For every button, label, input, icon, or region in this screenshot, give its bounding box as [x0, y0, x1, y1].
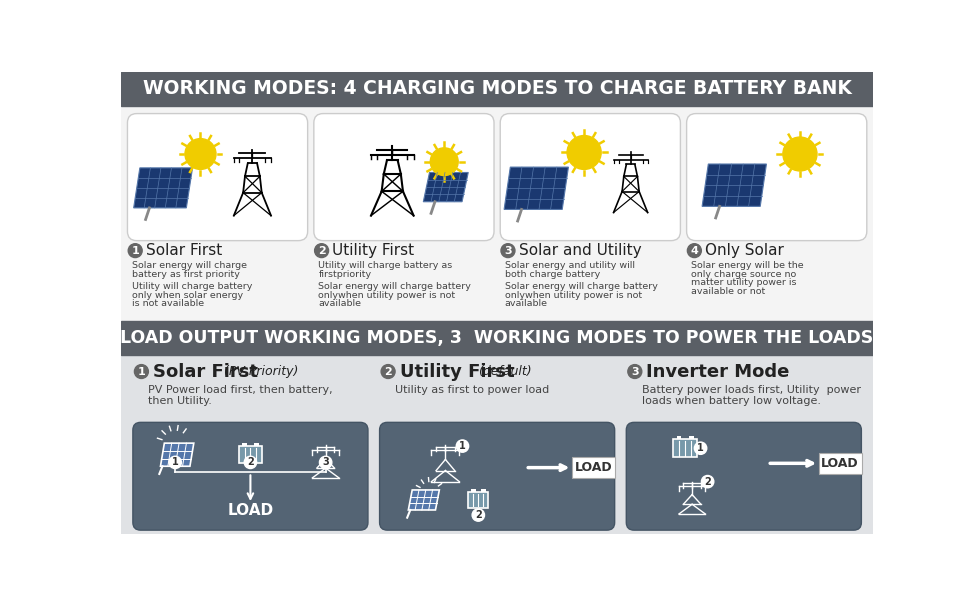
Text: both charge battery: both charge battery — [504, 270, 600, 279]
Circle shape — [430, 148, 457, 176]
Text: Solar energy will charge battery: Solar energy will charge battery — [504, 282, 657, 291]
Text: Solar energy will charge: Solar energy will charge — [132, 262, 247, 271]
Text: onlywhen utility power is not: onlywhen utility power is not — [318, 290, 455, 299]
Circle shape — [472, 509, 484, 521]
Text: Utility First: Utility First — [332, 243, 414, 258]
Bar — [688, 436, 693, 439]
Text: LOAD OUTPUT WORKING MODES, 3  WORKING MODES TO POWER THE LOADS: LOAD OUTPUT WORKING MODES, 3 WORKING MOD… — [120, 329, 873, 347]
Text: 2: 2 — [475, 510, 482, 520]
Text: Solar and Utility: Solar and Utility — [518, 243, 641, 258]
Text: then Utility.: then Utility. — [148, 396, 212, 406]
Text: 1: 1 — [458, 441, 465, 451]
Text: only charge source no: only charge source no — [691, 270, 796, 279]
Polygon shape — [408, 490, 439, 510]
Text: Solar First: Solar First — [153, 362, 258, 380]
Circle shape — [455, 440, 468, 452]
Text: Utility as first to power load: Utility as first to power load — [394, 385, 548, 395]
Circle shape — [500, 244, 515, 257]
Text: available or not: available or not — [691, 287, 765, 296]
Text: only when solar energy: only when solar energy — [132, 290, 243, 299]
Bar — [121, 355, 872, 534]
FancyBboxPatch shape — [314, 113, 493, 241]
Text: LOAD: LOAD — [821, 457, 858, 470]
Bar — [121, 106, 872, 322]
Text: LOAD: LOAD — [227, 503, 273, 518]
Text: Inverter Mode: Inverter Mode — [645, 362, 789, 380]
Circle shape — [135, 365, 148, 379]
Text: onlywhen utility power is not: onlywhen utility power is not — [504, 290, 641, 299]
Polygon shape — [504, 167, 568, 209]
Text: 1: 1 — [172, 457, 178, 467]
Text: LOAD: LOAD — [574, 461, 611, 474]
Text: Utility will charge battery: Utility will charge battery — [132, 282, 252, 291]
Circle shape — [381, 365, 394, 379]
Bar — [254, 443, 259, 446]
Text: PV Power load first, then battery,: PV Power load first, then battery, — [148, 385, 332, 395]
Text: Battery power loads first, Utility  power: Battery power loads first, Utility power — [641, 385, 860, 395]
Text: 1: 1 — [131, 245, 139, 256]
Bar — [675, 436, 680, 439]
Polygon shape — [702, 164, 766, 206]
Bar — [468, 492, 487, 508]
Text: firstpriority: firstpriority — [318, 270, 371, 279]
FancyBboxPatch shape — [686, 113, 866, 241]
Bar — [471, 489, 475, 492]
Text: (PV Priority): (PV Priority) — [219, 365, 297, 378]
Bar — [238, 446, 262, 463]
Text: 1: 1 — [697, 443, 703, 453]
FancyBboxPatch shape — [626, 422, 860, 530]
Circle shape — [314, 244, 328, 257]
Bar — [818, 452, 860, 474]
Text: available: available — [318, 299, 361, 308]
Text: 2: 2 — [384, 367, 391, 377]
Text: Only Solar: Only Solar — [704, 243, 783, 258]
Text: 2: 2 — [703, 476, 710, 487]
FancyBboxPatch shape — [379, 422, 614, 530]
Text: Utility will charge battery as: Utility will charge battery as — [318, 262, 453, 271]
Circle shape — [169, 456, 181, 469]
Text: Solar energy will charge battery: Solar energy will charge battery — [318, 282, 471, 291]
Text: battery as first priority: battery as first priority — [132, 270, 239, 279]
Bar — [242, 443, 247, 446]
Circle shape — [128, 244, 142, 257]
Text: matter utility power is: matter utility power is — [691, 278, 796, 287]
Text: 3: 3 — [631, 367, 638, 377]
Polygon shape — [422, 172, 468, 202]
Circle shape — [701, 475, 713, 488]
Text: available: available — [504, 299, 547, 308]
Text: 3: 3 — [504, 245, 512, 256]
Text: loads when battery low voltage.: loads when battery low voltage. — [641, 396, 820, 406]
Text: WORKING MODES: 4 CHARGING MODES TO CHARGE BATTERY BANK: WORKING MODES: 4 CHARGING MODES TO CHARG… — [142, 79, 851, 98]
Circle shape — [567, 136, 601, 169]
Circle shape — [687, 244, 701, 257]
Text: 1: 1 — [138, 367, 145, 377]
Text: is not available: is not available — [132, 299, 204, 308]
Bar — [481, 489, 485, 492]
Bar — [121, 72, 872, 106]
Circle shape — [627, 365, 641, 379]
Text: 3: 3 — [322, 457, 328, 467]
Bar — [121, 322, 872, 355]
Text: Solar First: Solar First — [146, 243, 222, 258]
Text: Solar energy and utility will: Solar energy and utility will — [504, 262, 635, 271]
Text: 4: 4 — [690, 245, 698, 256]
FancyBboxPatch shape — [127, 113, 307, 241]
Circle shape — [694, 442, 706, 454]
Polygon shape — [134, 168, 193, 208]
FancyBboxPatch shape — [133, 422, 367, 530]
Text: Utility First: Utility First — [399, 362, 514, 380]
Text: (default): (default) — [478, 365, 531, 378]
Bar — [672, 439, 697, 457]
Bar — [572, 457, 614, 478]
Circle shape — [244, 456, 257, 469]
FancyBboxPatch shape — [500, 113, 679, 241]
Circle shape — [782, 137, 816, 171]
Text: 2: 2 — [318, 245, 326, 256]
Text: 2: 2 — [247, 457, 254, 467]
Circle shape — [185, 139, 216, 169]
Polygon shape — [160, 443, 194, 466]
Circle shape — [319, 456, 331, 469]
Text: Solar energy will be the: Solar energy will be the — [691, 262, 803, 271]
